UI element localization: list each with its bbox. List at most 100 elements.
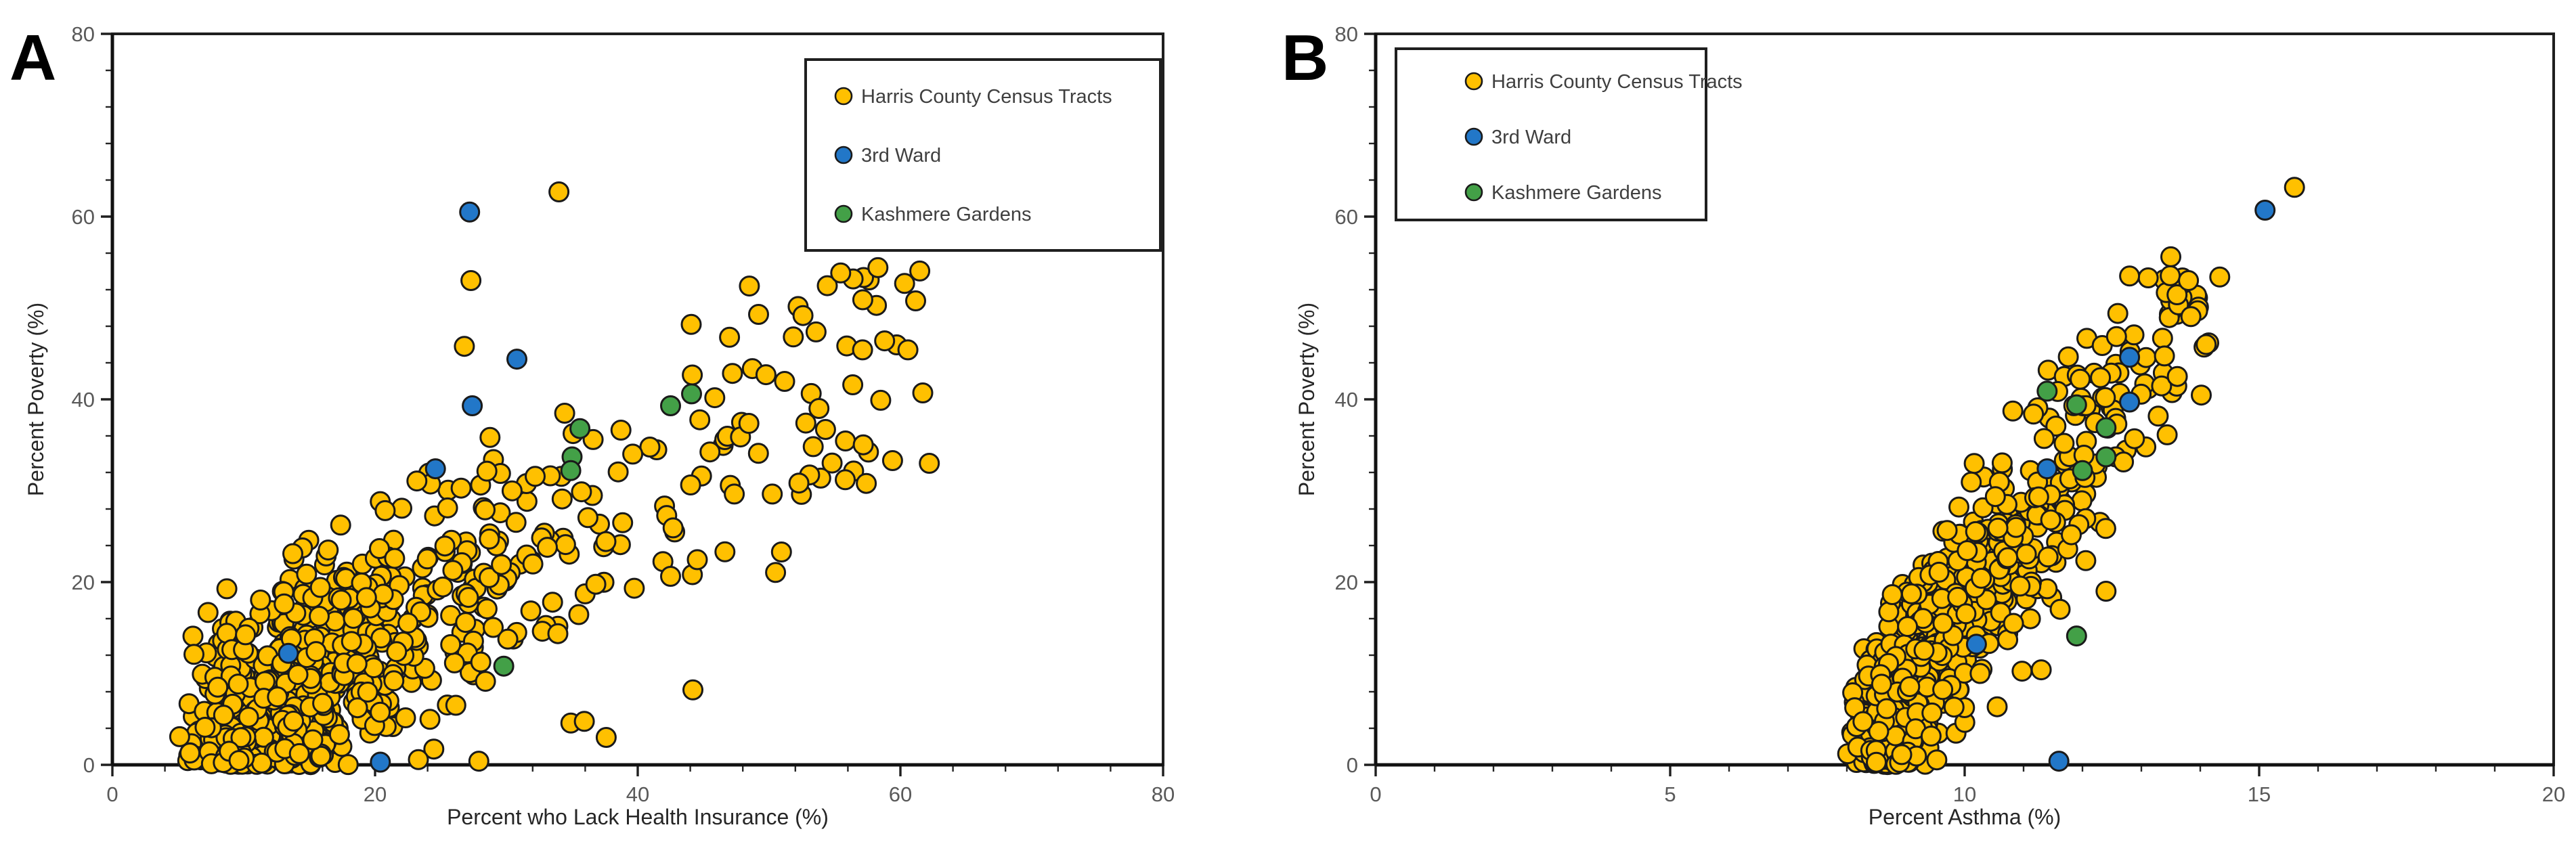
census-tract-point	[755, 364, 777, 386]
census-tract-point	[585, 573, 607, 595]
census-tract-point	[475, 499, 496, 520]
census-tract-point	[622, 443, 644, 465]
census-tract-point	[1891, 744, 1913, 766]
census-tract-point	[408, 749, 429, 770]
census-tract-point	[2009, 575, 2031, 597]
census-tract-point	[346, 653, 368, 675]
census-tract-point	[612, 512, 634, 533]
census-tract-point	[547, 623, 569, 644]
census-tract-point	[881, 450, 903, 471]
census-tract-point	[852, 434, 874, 456]
census-tract-point	[2057, 346, 2079, 368]
harris-county-points	[1837, 177, 2305, 776]
x-tick-label: 20	[364, 782, 387, 806]
census-tract-point	[395, 707, 416, 728]
x-tick-label: 10	[1953, 782, 1976, 806]
census-tract-point	[699, 441, 721, 463]
y-tick-label: 60	[72, 205, 95, 229]
census-tract-point	[2095, 518, 2116, 539]
census-tract-point	[571, 481, 592, 503]
census-tract-point	[228, 750, 250, 772]
kashmere-gardens-point	[2066, 625, 2087, 647]
census-tract-point	[662, 517, 684, 539]
census-tract-point	[520, 600, 542, 622]
census-tract-point	[476, 598, 498, 620]
census-tract-point	[1987, 517, 2009, 539]
census-tract-point	[2075, 550, 2097, 571]
census-tract-point	[274, 593, 295, 615]
x-tick-label: 80	[1152, 782, 1175, 806]
panel-b-letter: B	[1282, 22, 1328, 94]
census-tract-point	[852, 289, 873, 311]
census-tract-point	[287, 664, 309, 686]
census-tract-point	[909, 260, 931, 282]
census-tract-point	[432, 576, 454, 598]
y-tick-label: 0	[83, 753, 95, 777]
census-tract-point	[238, 707, 259, 728]
census-tract-point	[302, 729, 324, 751]
census-tract-point	[343, 608, 364, 629]
census-tract-point	[267, 686, 288, 708]
panel-a-x-axis-title: Percent who Lack Health Insurance (%)	[447, 805, 829, 829]
census-tract-point	[1963, 453, 1985, 474]
x-tick-label: 5	[1664, 782, 1676, 806]
census-tract-point	[355, 587, 377, 608]
census-tract-point	[169, 726, 190, 747]
census-tract-point	[919, 453, 940, 474]
census-tract-point	[2137, 267, 2159, 288]
census-tract-point	[370, 627, 392, 649]
census-tract-point	[2049, 598, 2071, 620]
census-tract-point	[450, 477, 472, 499]
x-tick-label: 60	[889, 782, 912, 806]
panel-b-legend-label-harris: Harris County Census Tracts	[1491, 71, 1743, 93]
census-tract-point	[2151, 375, 2173, 397]
census-tract-point	[2124, 428, 2145, 449]
census-tract-point	[719, 326, 741, 348]
census-tract-point	[445, 694, 466, 716]
census-tract-point	[318, 539, 339, 561]
x-tick-label: 20	[2542, 782, 2565, 806]
census-tract-point	[595, 727, 617, 748]
census-tract-point	[330, 590, 352, 611]
census-tract-point	[573, 711, 595, 732]
census-tract-point	[288, 743, 310, 764]
census-tract-point	[440, 634, 462, 655]
census-tract-point	[2154, 345, 2175, 367]
census-tract-point	[1897, 616, 1919, 638]
census-tract-point	[1900, 583, 1922, 604]
census-tract-point	[808, 398, 830, 419]
census-tract-point	[1997, 547, 2019, 569]
census-tract-point	[2113, 451, 2135, 472]
census-tract-point	[624, 577, 645, 599]
kashmere-gardens-point	[681, 383, 702, 405]
census-tract-point	[213, 705, 234, 726]
panel-b-legend: Harris County Census Tracts 3rd Ward Kas…	[1395, 47, 1743, 221]
census-tract-point	[230, 727, 252, 749]
panel-a-letter: A	[9, 22, 56, 94]
census-tract-point	[795, 412, 816, 434]
legend-marker-harris-icon	[1464, 72, 1483, 91]
census-tract-point	[497, 628, 519, 650]
legend-marker-kashmere-icon	[834, 204, 853, 223]
census-tract-point	[2023, 403, 2045, 425]
census-tract-point	[2160, 265, 2181, 286]
census-tract-point	[328, 724, 350, 745]
census-tract-point	[179, 743, 200, 763]
kashmere-gardens-points	[2036, 380, 2117, 647]
census-tract-point	[537, 537, 558, 558]
census-tract-point	[419, 709, 441, 730]
census-tract-point	[386, 641, 408, 663]
census-tract-point	[774, 371, 795, 392]
third-ward-point	[2119, 347, 2141, 368]
census-tract-point	[1928, 561, 1950, 583]
census-tract-point	[525, 466, 546, 487]
census-tract-point	[802, 436, 824, 458]
census-tract-point	[739, 275, 760, 297]
census-tract-point	[682, 679, 703, 701]
census-tract-point	[357, 682, 378, 703]
third-ward-point	[278, 642, 299, 664]
third-ward-point	[424, 458, 446, 480]
census-tract-point	[660, 566, 681, 587]
census-tract-point	[1947, 586, 1969, 608]
x-tick-label: 0	[1370, 782, 1381, 806]
